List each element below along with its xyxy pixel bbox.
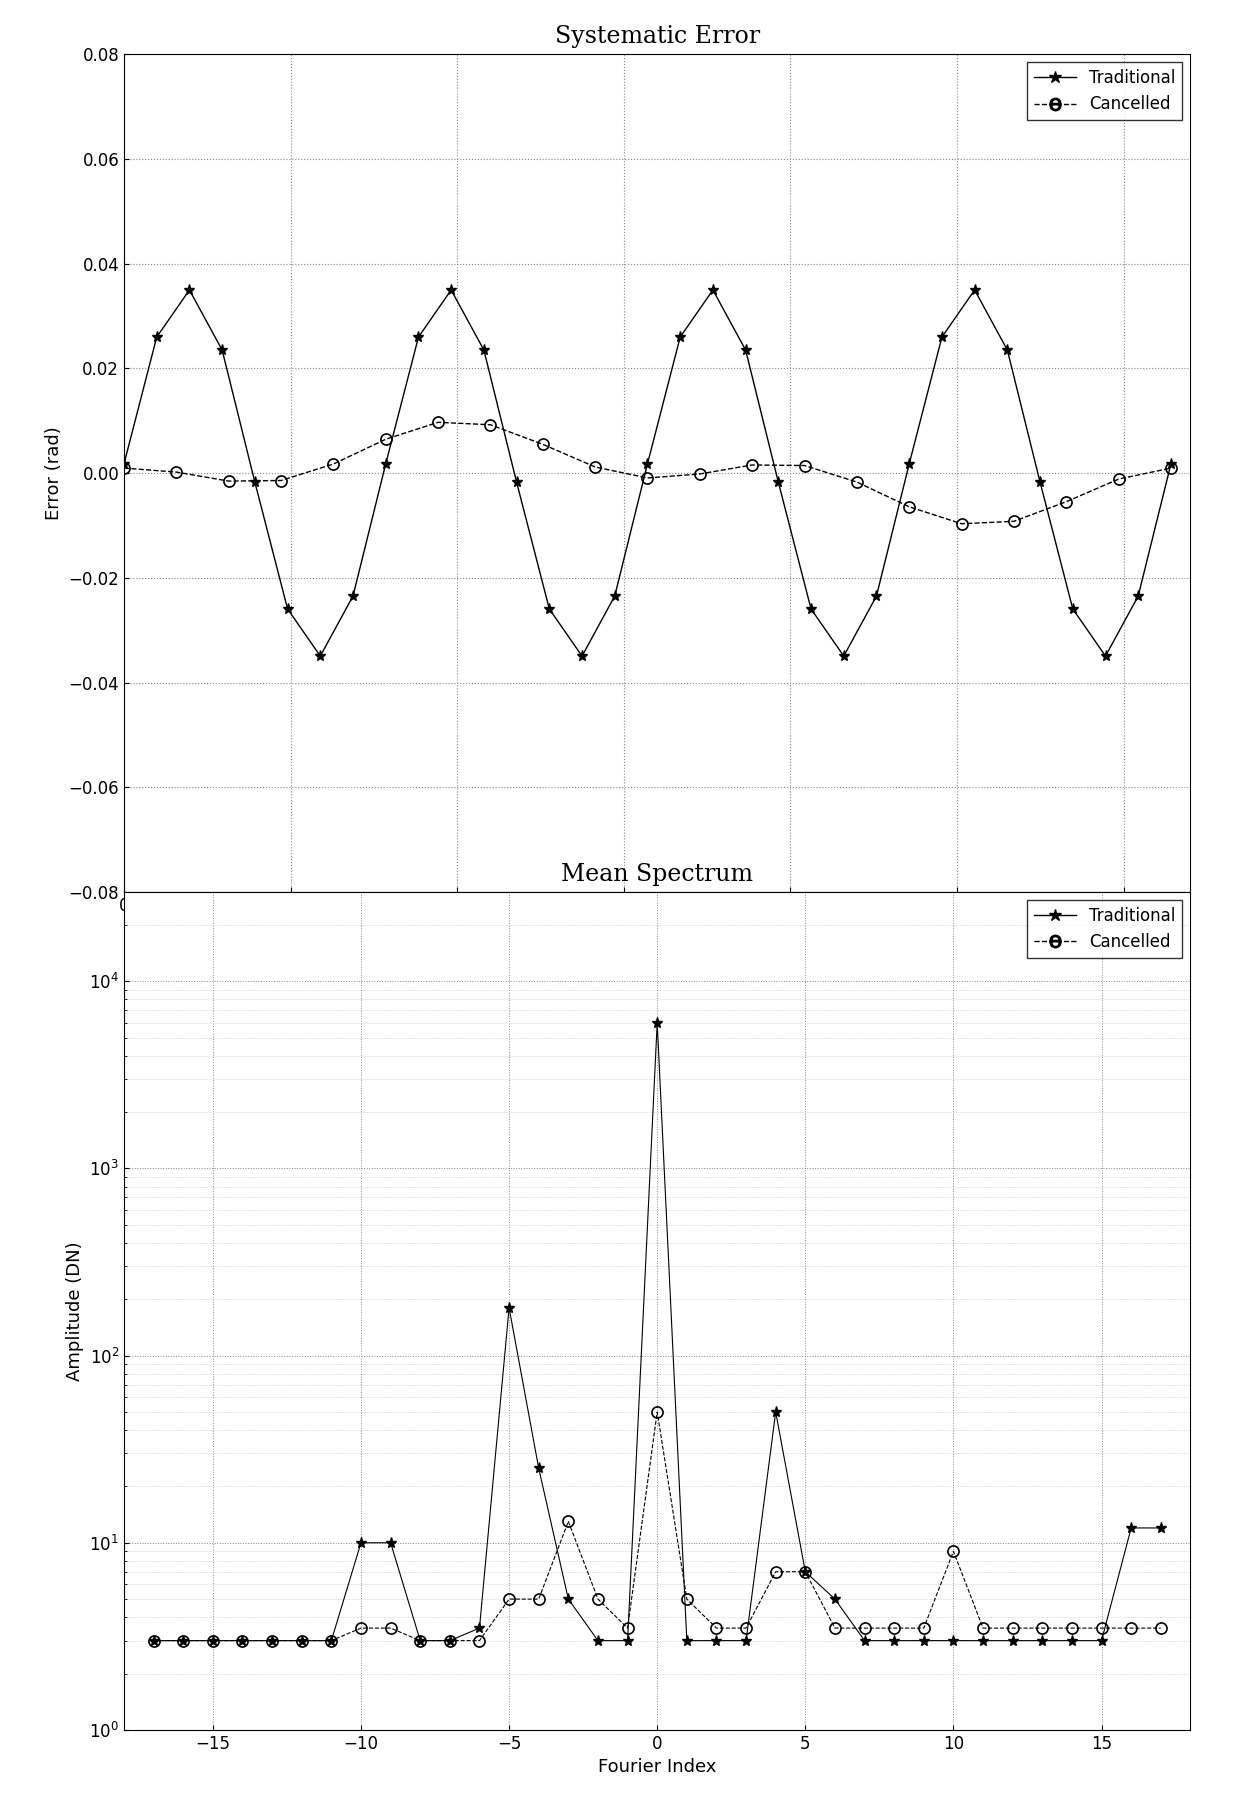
- Legend: Traditional, Cancelled: Traditional, Cancelled: [1028, 63, 1182, 121]
- Legend: Traditional, Cancelled: Traditional, Cancelled: [1028, 901, 1182, 959]
- Title: Mean Spectrum: Mean Spectrum: [562, 863, 753, 887]
- Y-axis label: Error (rad): Error (rad): [45, 425, 63, 521]
- X-axis label: Phase (rad): Phase (rad): [605, 921, 709, 939]
- Y-axis label: Amplitude (DN): Amplitude (DN): [66, 1242, 83, 1380]
- Text: Figure 2: Figure 2: [595, 1000, 719, 1025]
- Title: Systematic Error: Systematic Error: [554, 25, 760, 49]
- X-axis label: Fourier Index: Fourier Index: [598, 1759, 717, 1777]
